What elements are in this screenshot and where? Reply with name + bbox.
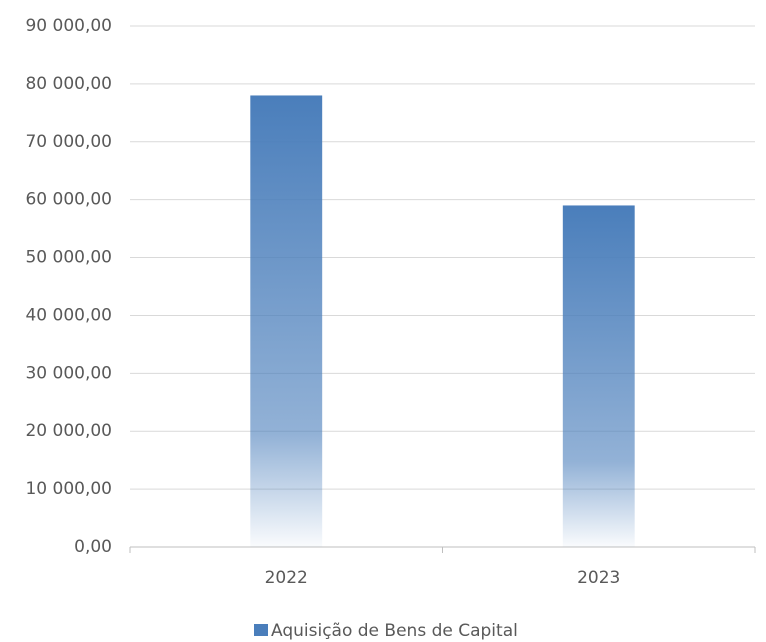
- y-tick-label: 70 000,00: [25, 132, 112, 152]
- x-tick-label: 2023: [577, 568, 620, 588]
- y-tick-label: 80 000,00: [25, 74, 112, 94]
- y-tick-label: 30 000,00: [25, 363, 112, 383]
- y-tick-label: 50 000,00: [25, 248, 112, 268]
- bar: [562, 205, 635, 547]
- y-tick-label: 20 000,00: [25, 421, 112, 441]
- legend-swatch: [254, 624, 268, 636]
- bar: [250, 95, 323, 547]
- y-tick-label: 40 000,00: [25, 305, 112, 325]
- x-tick-label: 2022: [265, 568, 308, 588]
- y-tick-label: 60 000,00: [25, 190, 112, 210]
- y-tick-label: 90 000,00: [25, 16, 112, 36]
- y-tick-label: 0,00: [74, 537, 112, 557]
- legend-label: Aquisição de Bens de Capital: [271, 621, 518, 641]
- y-tick-label: 10 000,00: [25, 479, 112, 499]
